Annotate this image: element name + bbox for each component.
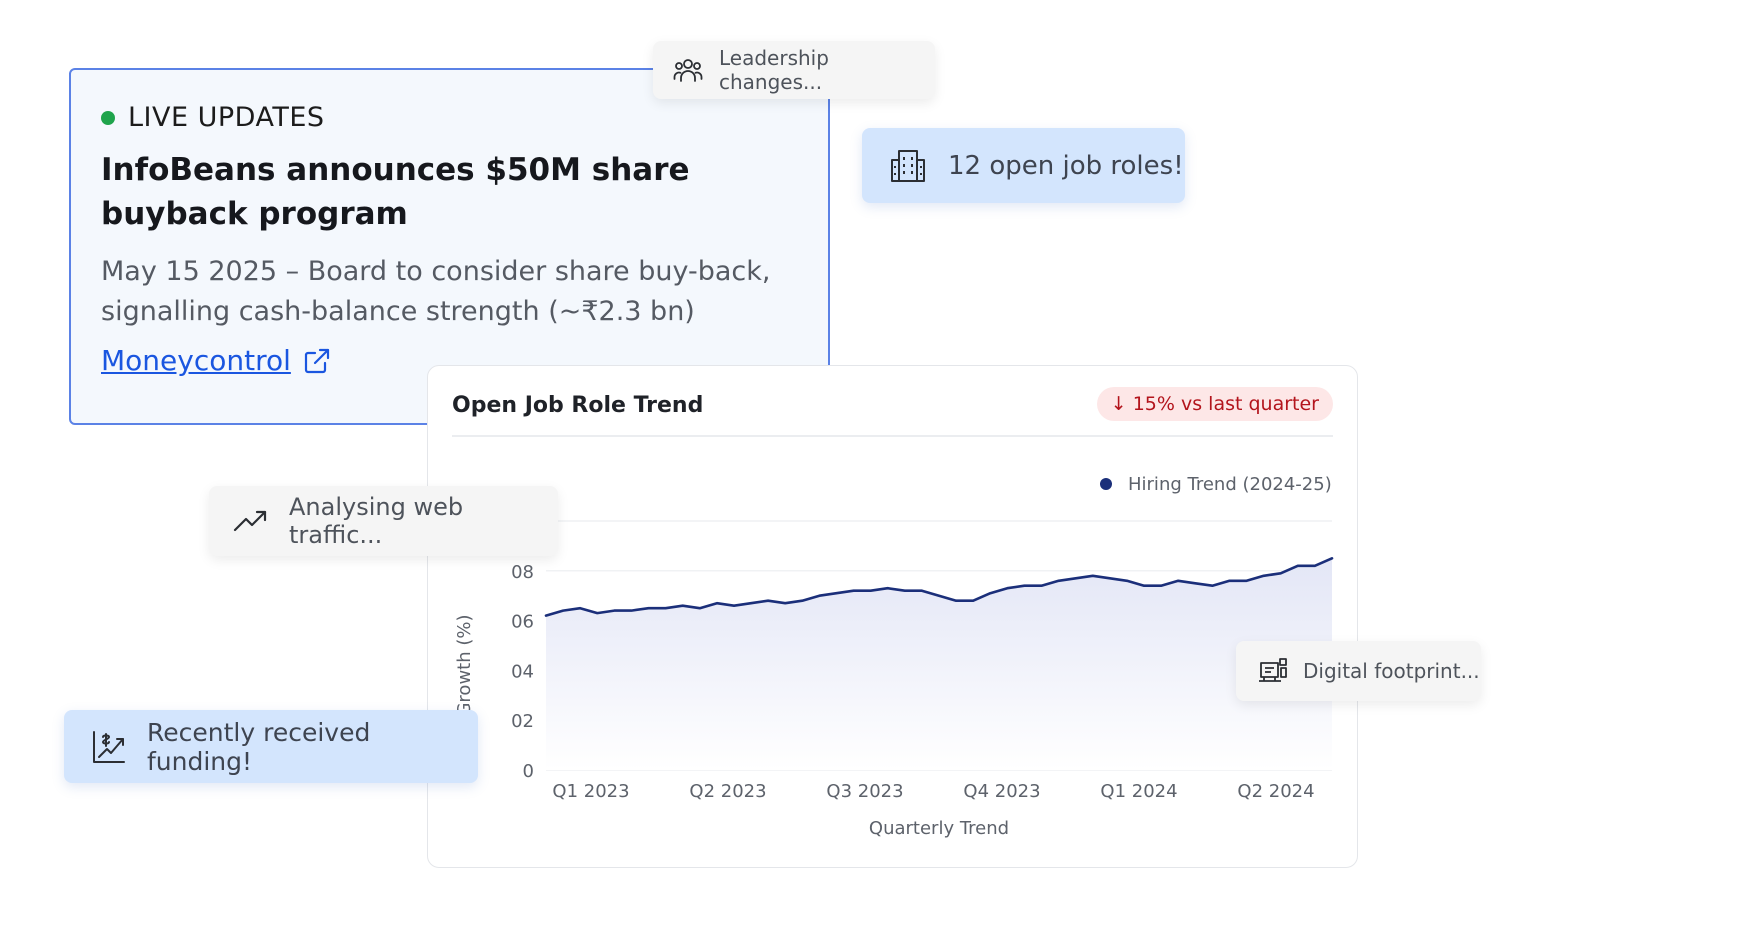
chart-title: Open Job Role Trend	[452, 393, 704, 418]
y-axis-label: Growth (%)	[454, 614, 475, 716]
people-group-icon	[673, 56, 703, 84]
trend-badge: ↓ 15% vs last quarter	[1096, 387, 1333, 421]
live-updates-label: LIVE UPDATES	[128, 102, 325, 133]
building-icon	[890, 148, 926, 184]
y-tick-label: 06	[511, 612, 534, 633]
digital-devices-icon	[1258, 657, 1288, 685]
live-status-dot	[101, 110, 115, 125]
hiring-trend-chart: 0 02 04 06 08 Growth (%) Q1 2023 Q2 2023 Q3 2023…	[454, 474, 1334, 839]
live-updates-row: LIVE UPDATES	[101, 102, 798, 133]
x-tick-label: Q2 2024	[1237, 781, 1314, 802]
arrow-down-icon: ↓	[1110, 393, 1127, 415]
x-tick-label: Q2 2023	[689, 781, 766, 802]
x-tick-label: Q1 2024	[1100, 781, 1177, 802]
news-card: LIVE UPDATES InfoBeans announces $50M sh…	[69, 68, 830, 425]
open-job-roles-pill[interactable]: 12 open job roles!	[862, 128, 1185, 203]
funding-pill[interactable]: Recently received funding!	[64, 710, 478, 783]
web-traffic-text: Analysing web traffic...	[289, 493, 464, 549]
web-traffic-pill[interactable]: Analysing web traffic...	[209, 486, 558, 556]
leadership-changes-pill[interactable]: Leadership changes...	[653, 41, 935, 99]
digital-footprint-pill[interactable]: Digital footprint...	[1236, 641, 1481, 701]
news-source-link[interactable]: Moneycontrol	[101, 344, 798, 377]
funding-text: Recently received funding!	[147, 717, 371, 776]
open-job-role-trend-card: Open Job Role Trend ↓ 15% vs last quarte…	[427, 365, 1358, 868]
x-tick-label: Q3 2023	[826, 781, 903, 802]
leadership-changes-text: Leadership changes...	[719, 46, 829, 94]
open-job-roles-text: 12 open job roles!	[948, 150, 1184, 181]
x-tick-label: Q4 2023	[963, 781, 1040, 802]
news-source-link-text[interactable]: Moneycontrol	[101, 344, 291, 377]
chart-header: Open Job Role Trend ↓ 15% vs last quarte…	[452, 387, 1333, 437]
funding-chart-icon	[91, 729, 127, 765]
legend-label: Hiring Trend (2024-25)	[1128, 474, 1332, 495]
series-area	[546, 558, 1332, 770]
series-line	[544, 557, 1334, 617]
news-description: May 15 2025 – Board to consider share bu…	[101, 256, 771, 327]
digital-footprint-text: Digital footprint...	[1303, 659, 1480, 683]
y-tick-label: 08	[511, 562, 534, 583]
y-tick-label: 02	[511, 711, 534, 732]
legend-marker	[1100, 478, 1112, 490]
x-tick-label: Q1 2023	[552, 781, 629, 802]
y-tick-label: 0	[523, 761, 534, 782]
trending-up-icon	[233, 507, 269, 535]
x-axis-label: Quarterly Trend	[869, 818, 1009, 839]
y-tick-label: 04	[511, 661, 534, 682]
trend-badge-text: 15% vs last quarter	[1132, 393, 1319, 415]
external-link-icon[interactable]	[303, 347, 331, 375]
news-headline: InfoBeans announces $50M share buyback p…	[101, 152, 690, 232]
